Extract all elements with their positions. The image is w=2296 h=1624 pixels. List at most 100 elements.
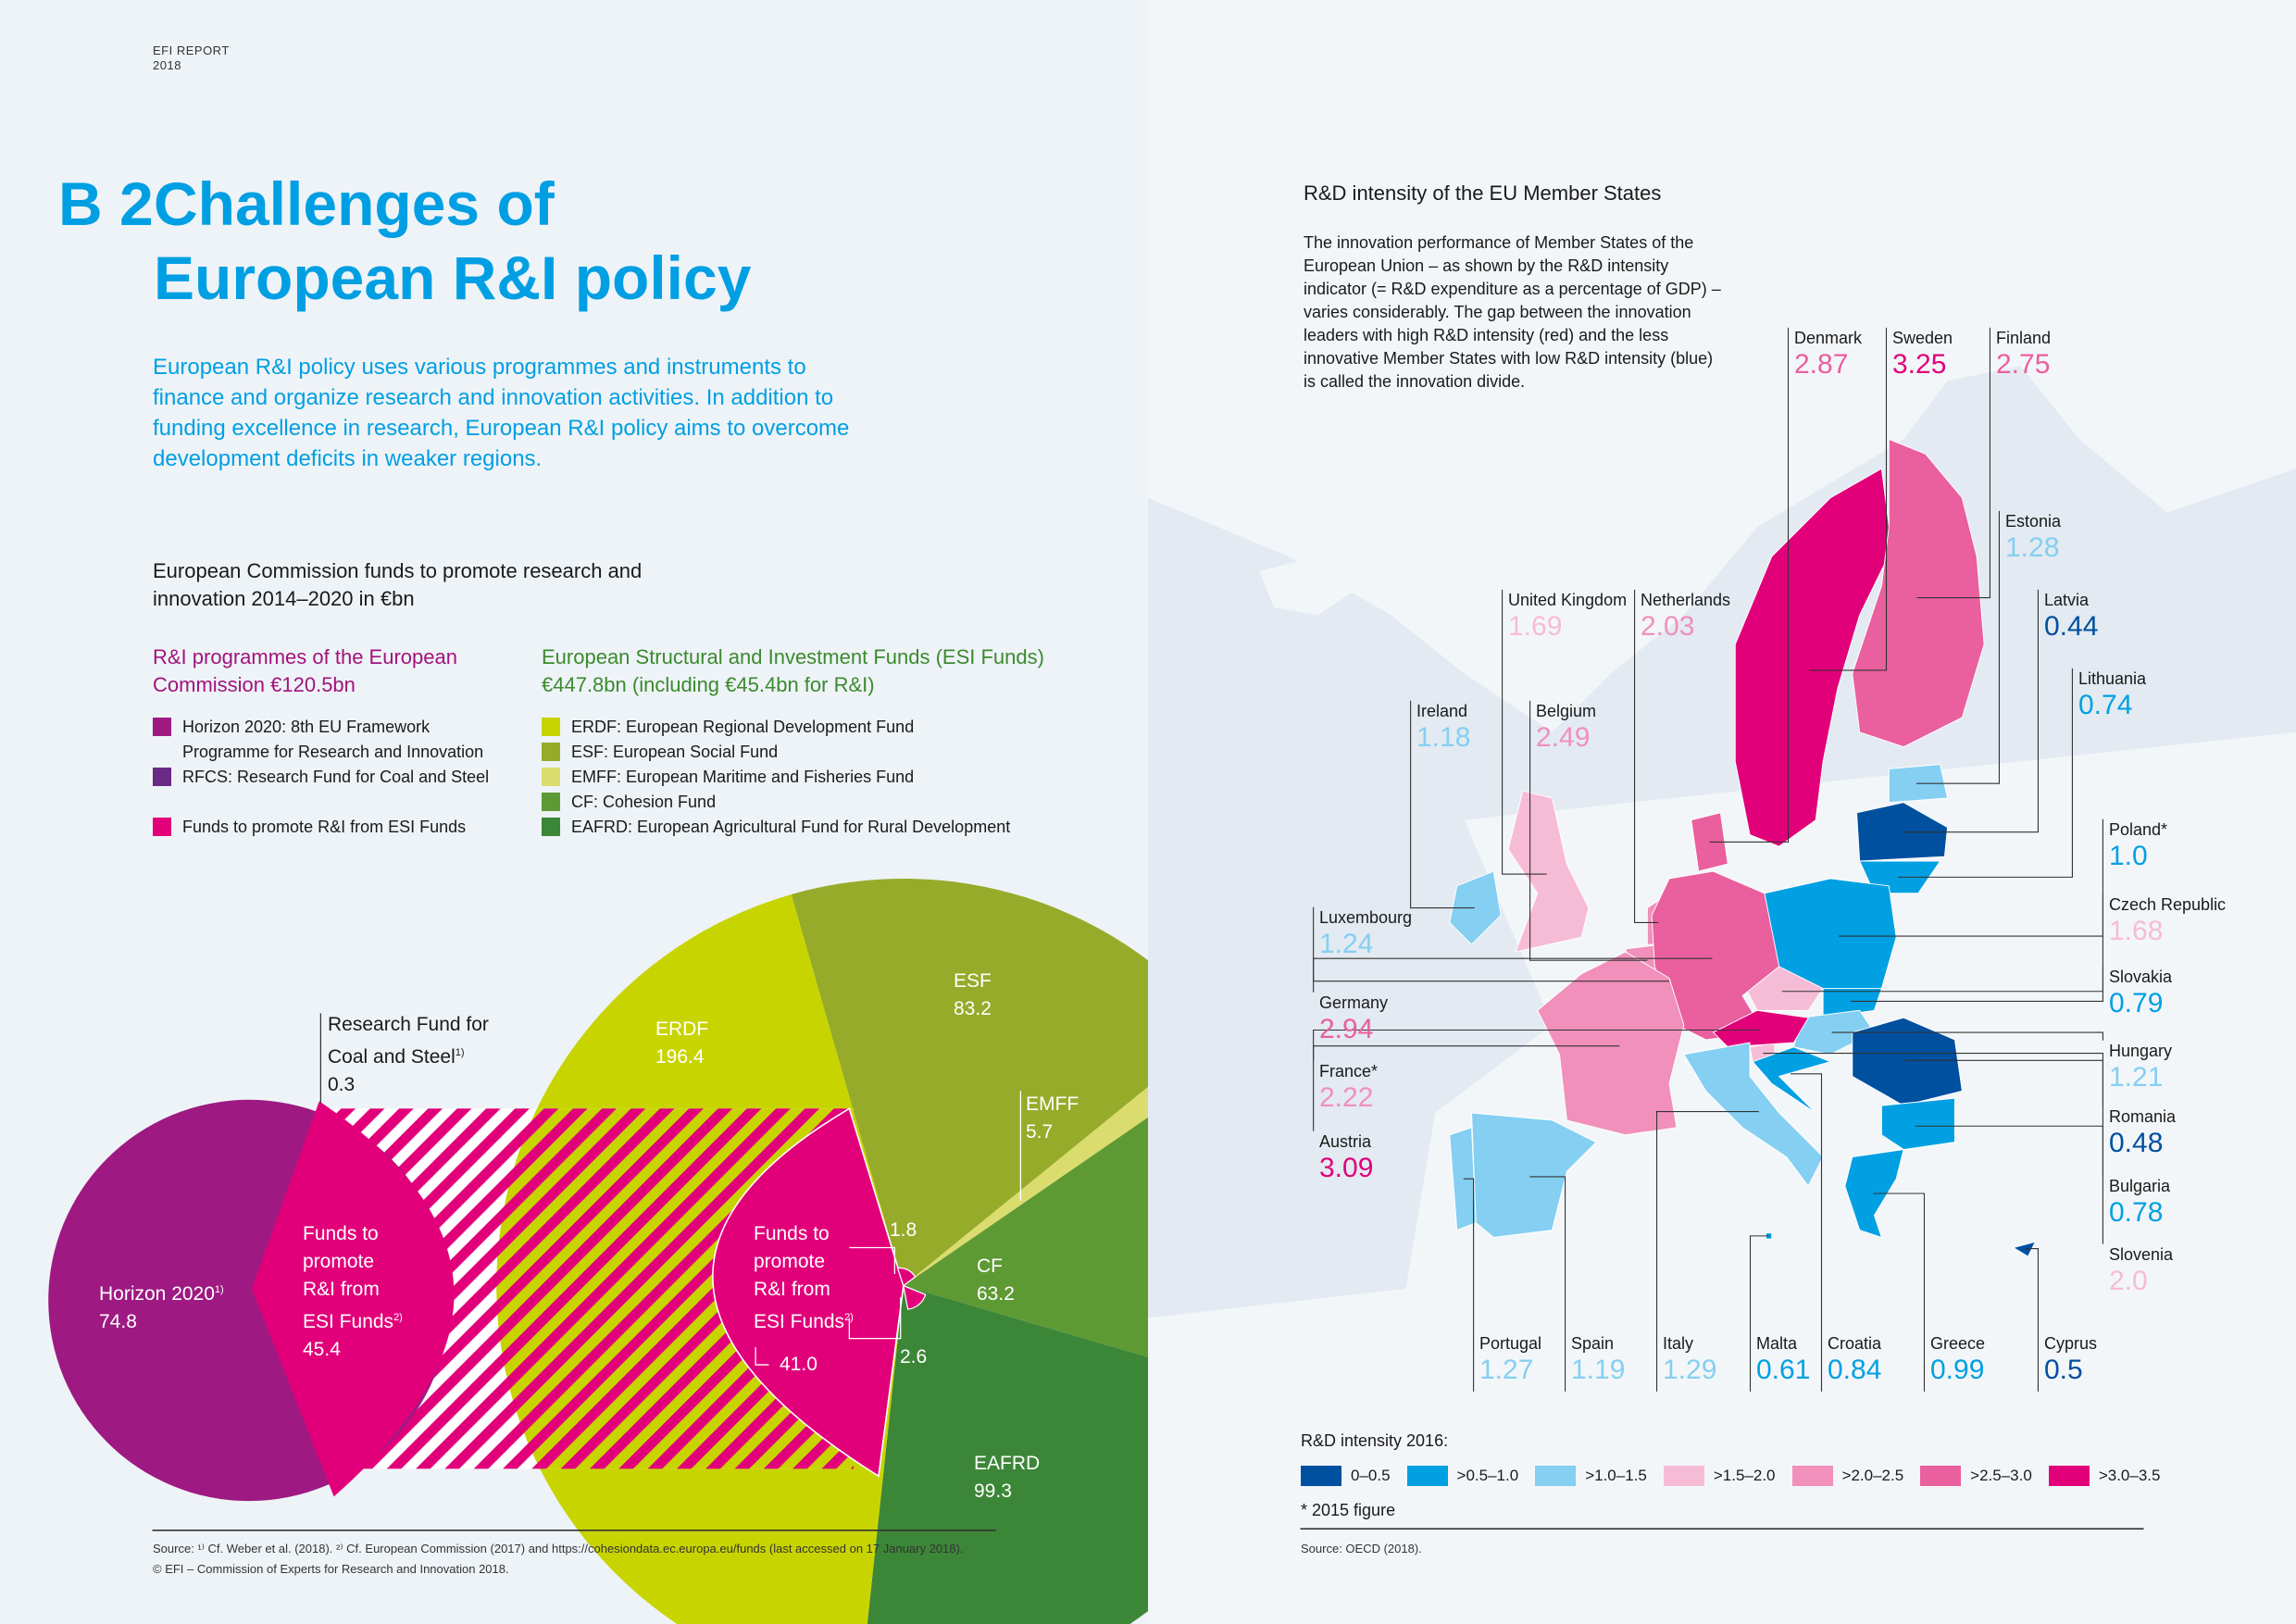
legend-bin-label: >1.5–2.0 bbox=[1713, 1467, 1776, 1484]
leader-line bbox=[1410, 700, 1475, 909]
country-label-sweden: Sweden 3.25 bbox=[1892, 328, 1953, 381]
country-austria[interactable] bbox=[1712, 1009, 1810, 1048]
legend-swatch bbox=[153, 818, 171, 836]
country-slovakia[interactable] bbox=[1822, 988, 1883, 1018]
country-name: Croatia bbox=[1828, 1334, 1882, 1353]
legend-swatch bbox=[542, 718, 560, 736]
legend-bin-label: 0–0.5 bbox=[1351, 1467, 1391, 1484]
esi-rni-left-label: Funds to promote R&I from ESI Funds2) 45.4 bbox=[303, 1223, 403, 1360]
legend-swatch bbox=[542, 793, 560, 811]
country-spain[interactable] bbox=[1471, 1112, 1597, 1238]
slice-value: 5.7 bbox=[1026, 1121, 1054, 1143]
legend-item: CF: Cohesion Fund bbox=[542, 790, 1010, 815]
country-name: Spain bbox=[1571, 1334, 1615, 1353]
country-value: 1.28 bbox=[2005, 532, 2060, 563]
country-romania[interactable] bbox=[1852, 1017, 1963, 1106]
country-label-denmark: Denmark 2.87 bbox=[1794, 328, 1862, 381]
legend-item-horizon: Horizon 2020: 8th EU Framework Programme … bbox=[153, 715, 489, 765]
slice-label-eafrd: EAFRD 99.3 bbox=[974, 1450, 1040, 1505]
country-value: 0.74 bbox=[2078, 690, 2133, 720]
intro-text: European R&I policy uses various program… bbox=[153, 355, 850, 471]
legend-bin: >3.0–3.5 bbox=[2048, 1466, 2160, 1486]
country-france[interactable] bbox=[1537, 951, 1685, 1136]
legend-swatch bbox=[1920, 1466, 1962, 1486]
pie-slice-eafrd bbox=[867, 1285, 1148, 1624]
country-label-france: France* 2.22 bbox=[1319, 1061, 1378, 1115]
left-legend: Horizon 2020: 8th EU Framework Programme … bbox=[153, 715, 489, 840]
leader-line bbox=[1633, 589, 1659, 923]
leader-line bbox=[1502, 589, 1547, 875]
country-value: 1.24 bbox=[1319, 929, 1374, 959]
legend-note: * 2015 figure bbox=[1301, 1501, 1396, 1519]
legend-swatch bbox=[1663, 1466, 1704, 1486]
small-value-a: 1.8 bbox=[890, 1219, 917, 1241]
legend-bin-label: >2.5–3.0 bbox=[1970, 1467, 2032, 1484]
leader-line bbox=[1809, 327, 1888, 671]
leader-line bbox=[1791, 1073, 1823, 1392]
country-italy[interactable] bbox=[1683, 1042, 1824, 1187]
left-legend-heading: R&I programmes of the European Commission… bbox=[153, 645, 457, 696]
esi-rni-inner-label: Funds to promote R&I from ESI Funds2) bbox=[754, 1223, 854, 1332]
map-title: R&D intensity of the EU Member States bbox=[1304, 181, 1662, 205]
country-sweden[interactable] bbox=[1734, 468, 1892, 847]
small-wedge-b bbox=[903, 1284, 927, 1310]
leader-line bbox=[1902, 589, 2039, 833]
country-value: 3.25 bbox=[1892, 349, 1947, 380]
country-croatia[interactable] bbox=[1752, 1046, 1832, 1114]
country-name: Slovenia bbox=[2109, 1245, 2174, 1264]
country-value: 0.61 bbox=[1756, 1355, 1811, 1385]
section-number: B 2 bbox=[58, 169, 154, 238]
legend-bin-label: >2.0–2.5 bbox=[1841, 1467, 1904, 1484]
country-name: Lithuania bbox=[2078, 669, 2147, 688]
country-label-croatia: Croatia 0.84 bbox=[1828, 1333, 1881, 1387]
leader-line bbox=[2025, 1248, 2039, 1392]
legend-label: CF: Cohesion Fund bbox=[571, 793, 717, 811]
leader-line bbox=[1763, 1053, 2103, 1244]
leader-2-6 bbox=[848, 1297, 902, 1340]
legend-swatch bbox=[1535, 1466, 1577, 1486]
map-legend: 0–0.5 >0.5–1.0 >1.0–1.5 >1.5–2.0 >2.0–2.5 >2.… bbox=[1301, 1466, 2160, 1486]
legend-bin: >1.0–1.5 bbox=[1535, 1466, 1647, 1486]
leader-line bbox=[1850, 966, 2103, 1002]
slice-value: 196.4 bbox=[655, 1046, 705, 1068]
country-name: Romania bbox=[2109, 1107, 2177, 1126]
small-wedge-a bbox=[896, 1267, 917, 1287]
country-bulgaria[interactable] bbox=[1880, 1097, 1955, 1151]
legend-item: ESF: European Social Fund bbox=[542, 740, 1010, 765]
pie-slice-cf bbox=[903, 1117, 1148, 1357]
leader-line bbox=[1313, 1029, 1761, 1131]
slice-value: 83.2 bbox=[954, 998, 992, 1019]
slice-name: CF bbox=[977, 1255, 1003, 1277]
country-name: Belgium bbox=[1536, 702, 1597, 720]
pie-slice-esf bbox=[791, 878, 1148, 1286]
slice-value: 99.3 bbox=[974, 1480, 1012, 1502]
report-label: EFI REPORT 2018 bbox=[153, 44, 230, 72]
country-name: Poland* bbox=[2109, 820, 2168, 839]
country-value: 0.48 bbox=[2109, 1128, 2164, 1158]
country-label-slovakia: Slovakia 0.79 bbox=[2109, 967, 2172, 1020]
legend-label: EMFF: European Maritime and Fisheries Fu… bbox=[571, 768, 915, 786]
esi-rni-inner-slice bbox=[712, 1107, 905, 1478]
country-label-greece: Greece 0.99 bbox=[1930, 1333, 1985, 1387]
country-name: Greece bbox=[1930, 1334, 1986, 1353]
leader-line bbox=[1873, 1193, 1926, 1392]
country-label-slovenia: Slovenia 2.0 bbox=[2109, 1244, 2173, 1298]
legend-bin: >2.0–2.5 bbox=[1791, 1466, 1904, 1486]
legend-swatch bbox=[1791, 1466, 1833, 1486]
legend-bin: 0–0.5 bbox=[1301, 1466, 1391, 1486]
legend-swatch bbox=[542, 743, 560, 761]
country-value: 1.0 bbox=[2109, 841, 2148, 871]
leader-line bbox=[1709, 327, 1790, 843]
country-latvia[interactable] bbox=[1856, 802, 1949, 862]
country-value: 2.87 bbox=[1794, 349, 1849, 380]
legend-swatch bbox=[542, 768, 560, 786]
country-ireland[interactable] bbox=[1449, 870, 1502, 945]
country-name: Germany bbox=[1319, 993, 1389, 1012]
slice-label-cf: CF 63.2 bbox=[977, 1253, 1015, 1308]
country-name: Czech Republic bbox=[2109, 895, 2227, 914]
country-name: Slovakia bbox=[2109, 968, 2173, 986]
country-united-kingdom[interactable] bbox=[1507, 790, 1590, 953]
country-label-luxembourg: Luxembourg 1.24 bbox=[1319, 907, 1412, 961]
country-name: France* bbox=[1319, 1062, 1379, 1081]
country-name: Italy bbox=[1663, 1334, 1694, 1353]
